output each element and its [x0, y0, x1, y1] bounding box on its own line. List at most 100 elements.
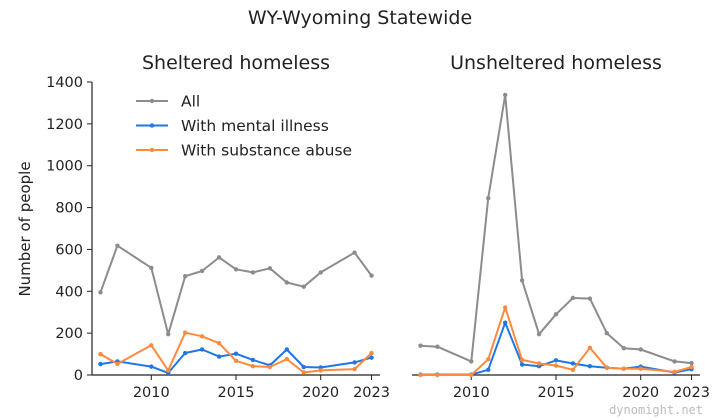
x-tick-label: 2023 [353, 385, 390, 401]
legend-marker-all [149, 98, 155, 104]
data-point-all [502, 92, 508, 98]
data-point-substance [98, 351, 103, 357]
data-point-mental [519, 362, 525, 367]
data-point-mental [216, 354, 222, 359]
y-tick-label: 1200 [46, 117, 83, 133]
data-point-all [301, 284, 306, 289]
x-tick-label: 2023 [673, 385, 710, 401]
data-point-all [250, 270, 256, 275]
data-point-mental [587, 364, 593, 369]
data-point-mental [233, 351, 239, 356]
data-point-all [672, 359, 677, 364]
data-point-substance [284, 356, 290, 362]
watermark: dynomight.net [609, 403, 703, 417]
y-tick-label: 1400 [46, 75, 83, 91]
series-line-all [420, 94, 692, 365]
data-point-all [267, 266, 273, 271]
data-point-substance [638, 366, 643, 371]
data-point-all [98, 290, 103, 295]
data-point-substance [216, 340, 222, 346]
panel-title: Sheltered homeless [142, 52, 330, 74]
x-tick-label: 2010 [133, 385, 170, 401]
data-point-all [115, 243, 120, 248]
data-point-all [638, 347, 643, 352]
data-point-all [199, 268, 205, 274]
y-tick-label: 0 [74, 368, 83, 384]
data-point-substance [199, 334, 205, 339]
data-point-substance [604, 365, 610, 370]
data-point-substance [233, 358, 239, 363]
data-point-substance [418, 372, 423, 378]
data-point-all [233, 267, 239, 272]
figure-title: WY-Wyoming Statewide [248, 7, 472, 29]
sheltered-panel: Sheltered homeless 2010 2015 2020 2023 0 200 40… [46, 52, 390, 401]
data-point-substance [689, 364, 694, 370]
legend-marker-mental [149, 123, 155, 128]
data-point-all [587, 296, 593, 301]
data-point-mental [250, 357, 256, 363]
data-point-substance [301, 370, 306, 375]
x-tick-label: 2015 [218, 385, 255, 401]
data-point-substance [267, 364, 273, 370]
data-point-substance [570, 367, 576, 372]
data-point-all [369, 273, 374, 278]
data-point-all [570, 295, 576, 301]
legend: All With mental illness With substance abu… [136, 93, 352, 160]
data-point-mental [486, 367, 491, 372]
data-point-substance [536, 361, 542, 366]
data-point-all [621, 346, 626, 351]
legend-label-substance: With substance abuse [181, 142, 352, 160]
data-point-mental [199, 347, 205, 352]
data-point-all [553, 312, 559, 317]
y-tick-label: 600 [55, 242, 83, 258]
data-point-mental [149, 364, 154, 369]
data-point-substance [553, 363, 559, 368]
data-point-mental [502, 320, 508, 325]
y-axis-label: Number of people [16, 161, 34, 296]
data-point-all [604, 330, 610, 336]
data-point-substance [352, 366, 357, 372]
data-point-all [486, 195, 491, 201]
legend-marker-substance [149, 147, 155, 153]
unsheltered-panel: Unsheltered homeless 2010 2015 2020 2023 [412, 52, 710, 401]
data-point-all [182, 274, 188, 279]
data-point-substance [435, 372, 440, 378]
y-tick-label: 200 [55, 326, 83, 342]
x-tick-label: 2020 [302, 385, 339, 401]
data-point-substance [369, 350, 374, 356]
data-point-substance [621, 366, 626, 371]
x-tick-label: 2015 [538, 385, 575, 401]
data-point-mental [284, 347, 290, 352]
data-point-substance [587, 345, 593, 350]
data-point-all [418, 343, 423, 348]
data-point-mental [182, 350, 188, 356]
data-point-substance [502, 305, 508, 310]
data-point-all [284, 280, 290, 285]
panel-title: Unsheltered homeless [450, 52, 662, 74]
data-point-all [166, 331, 171, 337]
data-point-mental [570, 361, 576, 366]
data-point-substance [250, 364, 256, 369]
data-point-all [435, 344, 440, 349]
y-tick-label: 400 [55, 284, 83, 300]
data-point-all [352, 250, 357, 255]
data-point-substance [318, 368, 323, 373]
data-point-all [216, 255, 222, 260]
data-point-substance [672, 369, 677, 375]
data-point-substance [115, 361, 120, 367]
data-point-substance [486, 357, 491, 362]
data-point-substance [182, 330, 188, 335]
legend-label-mental: With mental illness [181, 117, 329, 135]
data-point-substance [519, 357, 525, 363]
data-point-substance [149, 343, 154, 348]
x-tick-label: 2020 [622, 385, 659, 401]
x-tick-label: 2010 [453, 385, 490, 401]
data-point-mental [369, 355, 374, 360]
data-point-mental [98, 361, 103, 367]
data-point-mental [301, 364, 306, 370]
data-point-all [519, 278, 525, 283]
data-point-all [318, 270, 323, 275]
data-point-all [149, 265, 154, 271]
data-point-mental [553, 358, 559, 363]
